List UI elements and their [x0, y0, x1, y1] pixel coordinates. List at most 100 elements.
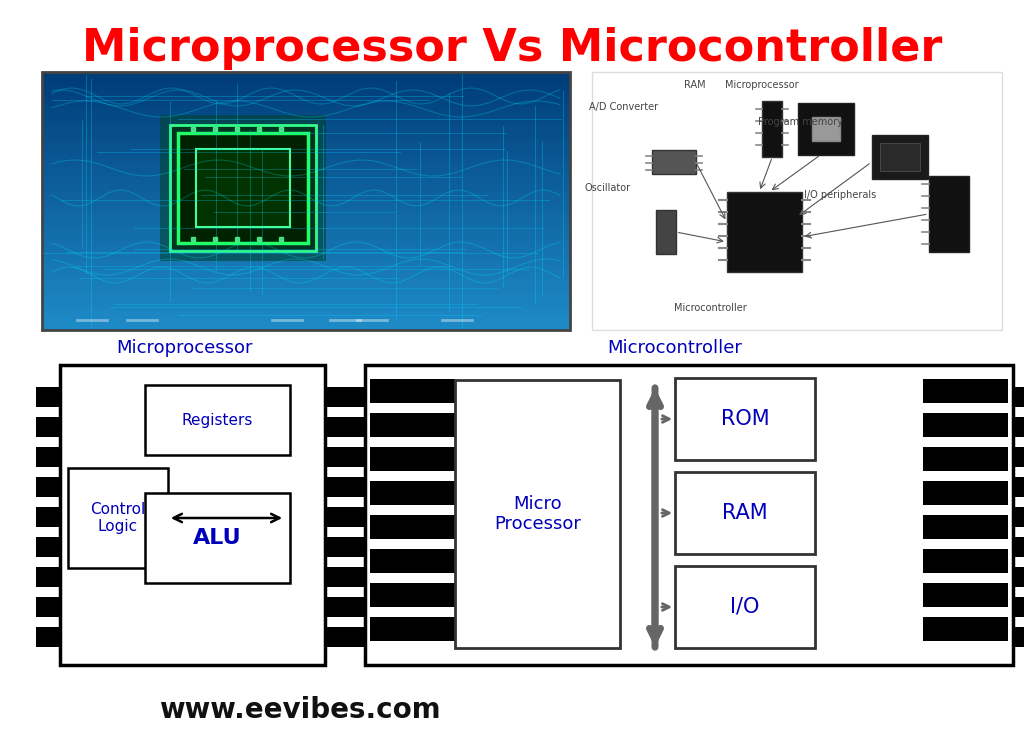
Bar	[42, 222, 570, 223]
Bar	[42, 91, 570, 92]
Bar	[42, 82, 570, 83]
Bar	[42, 154, 570, 155]
Bar	[42, 277, 570, 278]
Bar	[42, 147, 570, 148]
Bar	[42, 318, 570, 319]
Bar	[42, 208, 570, 209]
Bar	[42, 93, 570, 94]
Bar	[42, 173, 570, 174]
Bar	[370, 617, 455, 641]
Bar	[42, 193, 570, 194]
Bar	[325, 567, 349, 587]
Bar	[42, 202, 570, 203]
Bar	[42, 241, 570, 242]
Bar	[42, 87, 570, 88]
Bar	[42, 232, 570, 233]
Bar	[370, 379, 455, 403]
Bar	[42, 273, 570, 274]
Bar	[42, 236, 570, 237]
Bar	[42, 290, 570, 291]
Bar	[42, 180, 570, 181]
Bar	[42, 97, 570, 98]
Bar	[42, 227, 570, 228]
Bar	[42, 246, 570, 247]
Bar	[36, 417, 60, 437]
Bar	[42, 100, 570, 101]
Bar	[929, 176, 969, 252]
Bar	[42, 234, 570, 235]
Bar	[42, 146, 570, 147]
Bar	[42, 76, 570, 77]
Bar	[42, 176, 570, 177]
Bar	[42, 103, 570, 104]
Bar	[42, 270, 570, 271]
Bar	[42, 165, 570, 166]
Bar	[42, 139, 570, 140]
Bar	[675, 378, 815, 460]
Bar	[42, 284, 570, 285]
Bar	[42, 158, 570, 159]
Bar	[370, 583, 455, 607]
Bar	[42, 327, 570, 328]
Bar	[42, 174, 570, 175]
Bar	[42, 238, 570, 239]
Bar	[36, 387, 60, 407]
Bar	[42, 211, 570, 212]
Bar	[42, 85, 570, 86]
Bar	[42, 289, 570, 290]
Bar	[42, 184, 570, 185]
Text: I/O: I/O	[730, 597, 760, 617]
Bar	[42, 107, 570, 108]
Bar	[42, 153, 570, 154]
Bar	[325, 507, 349, 527]
Bar	[1013, 597, 1024, 617]
Bar	[42, 159, 570, 160]
Text: Microprocessor: Microprocessor	[725, 80, 799, 90]
Bar	[42, 101, 570, 102]
Bar	[812, 117, 840, 141]
Bar	[42, 149, 570, 150]
Bar	[42, 141, 570, 142]
Bar	[42, 186, 570, 187]
Bar	[923, 447, 1008, 471]
Bar	[42, 198, 570, 199]
Bar	[42, 102, 570, 103]
Bar	[42, 209, 570, 210]
Bar	[42, 104, 570, 105]
Bar	[923, 481, 1008, 505]
Bar	[42, 164, 570, 165]
Bar	[42, 324, 570, 325]
Bar	[727, 192, 802, 272]
Bar	[42, 276, 570, 277]
Bar	[42, 195, 570, 196]
Bar	[42, 140, 570, 141]
Bar	[325, 537, 349, 557]
Bar	[370, 549, 455, 573]
Bar	[42, 179, 570, 180]
Bar	[42, 132, 570, 133]
Bar	[42, 326, 570, 327]
Bar	[42, 256, 570, 257]
Bar	[42, 228, 570, 229]
Bar	[341, 417, 365, 437]
Bar	[1013, 567, 1024, 587]
Bar	[42, 288, 570, 289]
Bar	[42, 200, 570, 201]
Bar	[923, 583, 1008, 607]
Bar	[42, 278, 570, 279]
Bar	[42, 280, 570, 281]
Bar	[42, 229, 570, 230]
Bar	[42, 274, 570, 275]
Bar	[798, 102, 854, 154]
Bar	[42, 99, 570, 100]
Bar	[42, 110, 570, 111]
Bar	[1013, 477, 1024, 497]
Text: Control
Logic: Control Logic	[90, 502, 145, 534]
Text: Microcontroller: Microcontroller	[607, 339, 742, 357]
Bar	[42, 311, 570, 312]
Bar	[42, 269, 570, 270]
Bar	[42, 167, 570, 168]
Bar	[42, 163, 570, 164]
Bar	[42, 268, 570, 269]
Bar	[42, 287, 570, 288]
